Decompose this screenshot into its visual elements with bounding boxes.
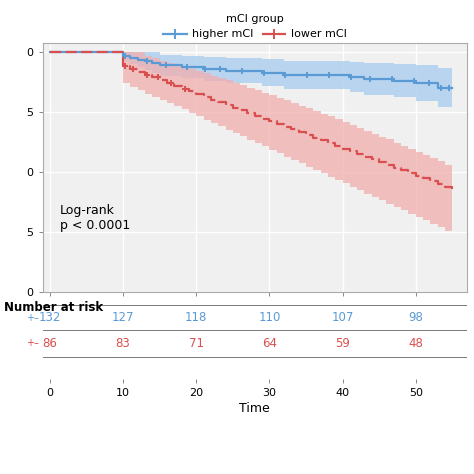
Text: +–: +–: [26, 312, 39, 322]
Text: +–: +–: [26, 338, 39, 348]
Text: 110: 110: [258, 311, 281, 324]
Text: 127: 127: [112, 311, 134, 324]
Legend: higher mCI, lower mCI: higher mCI, lower mCI: [158, 9, 351, 44]
Text: 64: 64: [262, 337, 277, 350]
Text: Number at risk: Number at risk: [4, 301, 104, 314]
X-axis label: Time: Time: [239, 402, 270, 415]
Text: 98: 98: [408, 311, 423, 324]
Text: 59: 59: [335, 337, 350, 350]
Text: 83: 83: [116, 337, 130, 350]
Text: 118: 118: [185, 311, 208, 324]
Text: 71: 71: [189, 337, 204, 350]
Text: 48: 48: [408, 337, 423, 350]
Text: Log-rank
p < 0.0001: Log-rank p < 0.0001: [60, 203, 130, 231]
Text: 86: 86: [43, 337, 57, 350]
Text: 107: 107: [331, 311, 354, 324]
Text: 132: 132: [39, 311, 61, 324]
